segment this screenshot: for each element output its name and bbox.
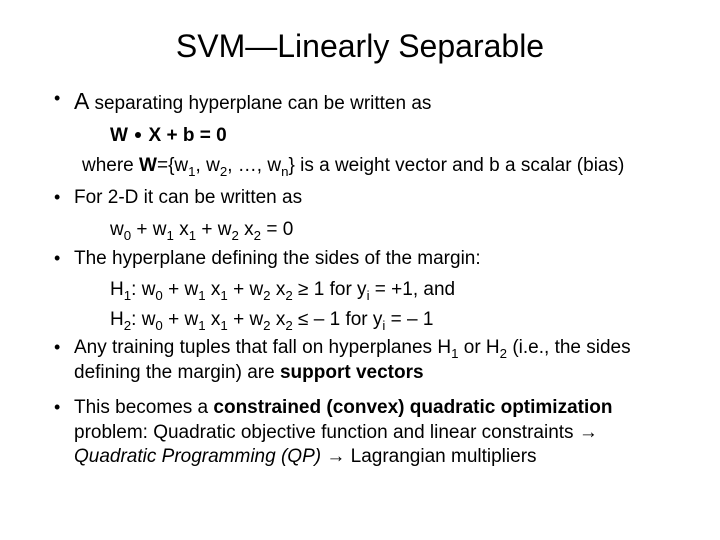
h2s2b: 2 — [285, 318, 292, 333]
h2f: x — [271, 309, 286, 330]
h1b: : w — [131, 279, 155, 300]
h1c: + w — [163, 279, 198, 300]
b4b: or H — [458, 337, 499, 358]
b5e: Lagrangian multipliers — [345, 446, 536, 467]
bullet-list-2: For 2-D it can be written as — [50, 186, 670, 211]
h2s1b: 1 — [220, 318, 227, 333]
h1s2b: 2 — [285, 288, 292, 303]
where-pre: where — [82, 155, 139, 176]
h1h: = +1, and — [370, 279, 456, 300]
where-clause: where W={w1, w2, …, wn} is a weight vect… — [50, 153, 670, 179]
h1d: x — [206, 279, 221, 300]
where-m2: , w — [196, 155, 220, 176]
e2f: = 0 — [261, 219, 293, 240]
slide: SVM—Linearly Separable A separating hype… — [0, 0, 720, 496]
where-s1: 1 — [188, 163, 195, 178]
eq1-rest: X + b = 0 — [143, 125, 226, 146]
equation-h2: H2: w0 + w1 x1 + w2 x2 ≤ – 1 for yi = – … — [50, 307, 670, 333]
h1s1: 1 — [198, 288, 205, 303]
bullet-1-lead: A — [74, 88, 94, 114]
where-m3: , …, w — [227, 155, 281, 176]
arrow-icon: → — [579, 422, 598, 443]
bullet-4: Any training tuples that fall on hyperpl… — [50, 336, 670, 385]
h1s2: 2 — [263, 288, 270, 303]
h1g: ≥ 1 for y — [293, 279, 367, 300]
h2c: + w — [163, 309, 198, 330]
h2b: : w — [131, 309, 155, 330]
h1s1b: 1 — [220, 288, 227, 303]
e2s2b: 2 — [254, 228, 261, 243]
h2h: = – 1 — [385, 309, 433, 330]
h2s2: 2 — [263, 318, 270, 333]
equation-1: W X + b = 0 — [50, 123, 670, 149]
bullet-list-4: Any training tuples that fall on hyperpl… — [50, 336, 670, 385]
b4a: Any training tuples that fall on hyperpl… — [74, 337, 451, 358]
arrow-icon-2: → — [326, 446, 345, 467]
bullet-list: A separating hyperplane can be written a… — [50, 87, 670, 117]
h2g: ≤ – 1 for y — [293, 309, 383, 330]
bullet-list-3: The hyperplane defining the sides of the… — [50, 247, 670, 272]
where-m1: ={w — [157, 155, 188, 176]
b5bold: constrained (convex) quadratic optimizat… — [213, 397, 612, 418]
bullet-2: For 2-D it can be written as — [50, 186, 670, 211]
e2s1b: 1 — [189, 228, 196, 243]
where-W: W — [139, 155, 157, 176]
h1a: H — [110, 279, 124, 300]
where-post: } is a weight vector and b a scalar (bia… — [288, 155, 624, 176]
bullet-3: The hyperplane defining the sides of the… — [50, 247, 670, 272]
dot-icon — [135, 132, 141, 138]
e2a: w — [110, 219, 124, 240]
b5a: This becomes a — [74, 397, 213, 418]
h2a: H — [110, 309, 124, 330]
h1f: x — [271, 279, 286, 300]
h2d: x — [206, 309, 221, 330]
bullet-1-rest: separating hyperplane can be written as — [94, 93, 431, 114]
bullet-1: A separating hyperplane can be written a… — [50, 87, 670, 117]
h1e: + w — [228, 279, 263, 300]
equation-2: w0 + w1 x1 + w2 x2 = 0 — [50, 217, 670, 243]
e2e: x — [239, 219, 254, 240]
e2c: x — [174, 219, 189, 240]
b4s2: 2 — [500, 346, 507, 361]
bullet-list-5: This becomes a constrained (convex) quad… — [50, 396, 670, 470]
equation-h1: H1: w0 + w1 x1 + w2 x2 ≥ 1 for yi = +1, … — [50, 277, 670, 303]
e2b: + w — [131, 219, 166, 240]
b5b: problem: Quadratic objective function an… — [74, 422, 579, 443]
eq1-W: W — [110, 125, 133, 146]
h2s1: 1 — [198, 318, 205, 333]
bullet-5: This becomes a constrained (convex) quad… — [50, 396, 670, 470]
h1s0: 0 — [155, 288, 162, 303]
e2d: + w — [196, 219, 231, 240]
h2e: + w — [228, 309, 263, 330]
h2s0: 0 — [155, 318, 162, 333]
page-title: SVM—Linearly Separable — [50, 28, 670, 65]
b4bold: support vectors — [280, 362, 424, 383]
b5qp: Quadratic Programming (QP) — [74, 446, 321, 467]
e2s2: 2 — [231, 228, 238, 243]
e2s1: 1 — [167, 228, 174, 243]
